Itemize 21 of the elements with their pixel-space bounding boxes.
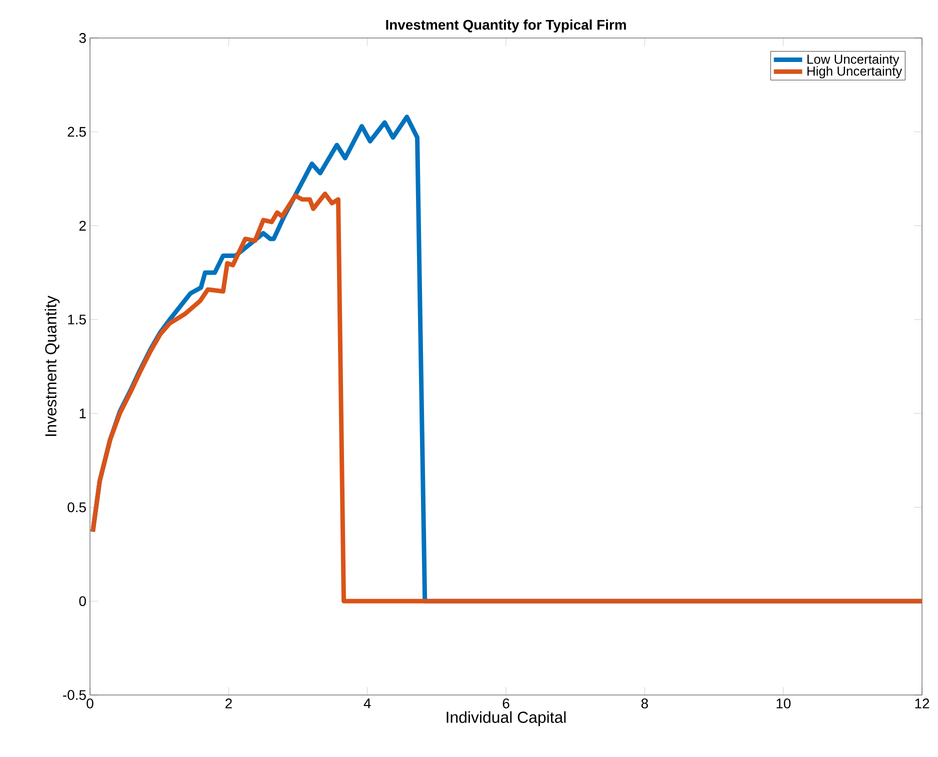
x-tick-label: 4 <box>364 698 371 708</box>
y-tick-label: 1 <box>80 408 86 418</box>
chart-title: Investment Quantity for Typical Firm <box>386 19 626 32</box>
x-tick-label: 6 <box>502 698 510 708</box>
x-tick-label: 0 <box>86 698 94 708</box>
line-series <box>90 192 922 604</box>
x-tick-label: 8 <box>641 698 648 708</box>
y-tick-label: 0.5 <box>68 502 86 512</box>
x-tick-label: 10 <box>776 698 791 708</box>
x-axis-title: Individual Capital <box>446 711 566 726</box>
y-axis-title: Investment Quantity <box>44 296 60 436</box>
legend-label: High Uncertainty <box>808 66 902 78</box>
y-tick-label: 1.5 <box>68 314 86 324</box>
y-tick-label: 2.5 <box>68 126 86 137</box>
legend-label: Low Uncertainty <box>808 54 900 66</box>
y-tick-label: 0 <box>79 596 86 606</box>
y-tick-label: 3 <box>79 33 86 43</box>
y-tick-label: -0.5 <box>63 690 86 700</box>
x-tick-label: 12 <box>915 698 930 708</box>
y-tick-label: 2 <box>79 220 86 231</box>
x-tick-label: 2 <box>225 698 232 708</box>
